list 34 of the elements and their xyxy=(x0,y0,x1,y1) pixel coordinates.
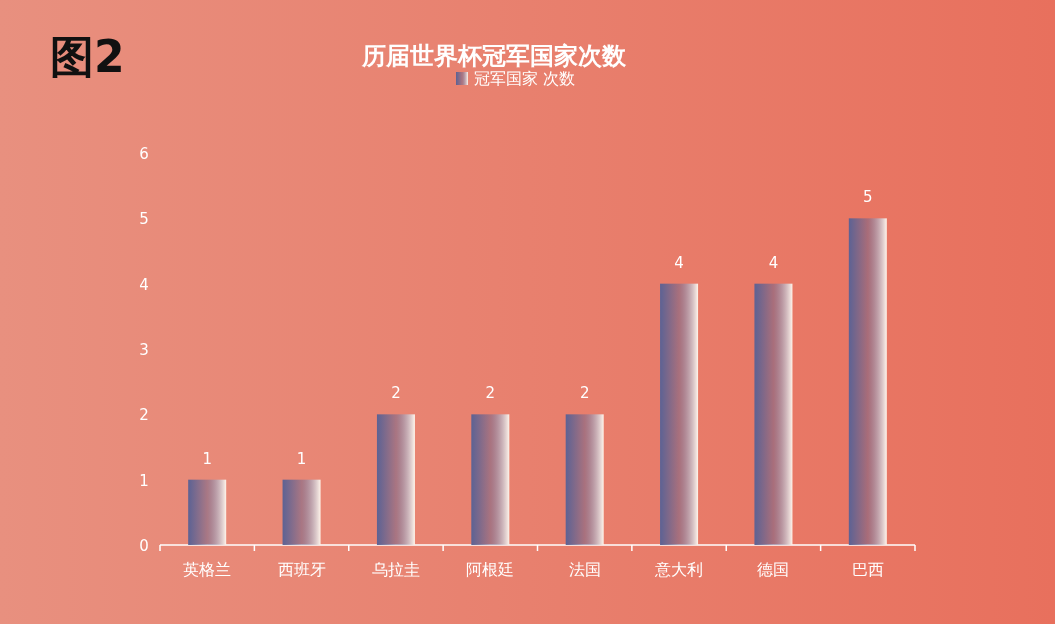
x-tick-label: 法国 xyxy=(568,560,601,579)
bar xyxy=(565,414,604,545)
data-label: 2 xyxy=(391,384,401,403)
y-tick-label: 1 xyxy=(139,471,149,490)
bar xyxy=(848,218,887,545)
bar xyxy=(376,414,415,545)
y-tick-label: 5 xyxy=(139,210,149,229)
data-label: 2 xyxy=(579,384,590,403)
data-label: 2 xyxy=(485,384,496,403)
data-label: 4 xyxy=(674,253,684,272)
x-tick-label: 巴西 xyxy=(851,560,884,579)
x-tick-label: 英格兰 xyxy=(183,560,232,579)
bar xyxy=(660,283,699,545)
x-tick-label: 乌拉圭 xyxy=(371,560,420,579)
bar xyxy=(754,283,793,545)
x-tick-label: 阿根廷 xyxy=(466,560,515,579)
caption: 图2 xyxy=(50,31,125,82)
bar xyxy=(471,414,510,545)
x-tick-label: 德国 xyxy=(757,560,790,579)
y-tick-label: 6 xyxy=(139,145,149,163)
bar xyxy=(188,479,227,545)
data-label: 1 xyxy=(202,449,212,468)
chart-title: 历届世界杯冠军国家次数 xyxy=(361,42,627,70)
y-tick-label: 2 xyxy=(139,406,149,425)
y-tick-label: 3 xyxy=(139,341,149,359)
data-label: 1 xyxy=(296,449,307,468)
bar xyxy=(282,479,321,545)
data-label: 5 xyxy=(863,188,873,207)
data-label: 4 xyxy=(768,253,779,272)
legend-label: 冠军国家 次数 xyxy=(474,69,576,88)
x-tick-label: 意大利 xyxy=(654,560,704,579)
y-tick-label: 0 xyxy=(139,537,149,555)
y-tick-label: 4 xyxy=(139,275,149,294)
x-tick-label: 西班牙 xyxy=(277,560,326,579)
